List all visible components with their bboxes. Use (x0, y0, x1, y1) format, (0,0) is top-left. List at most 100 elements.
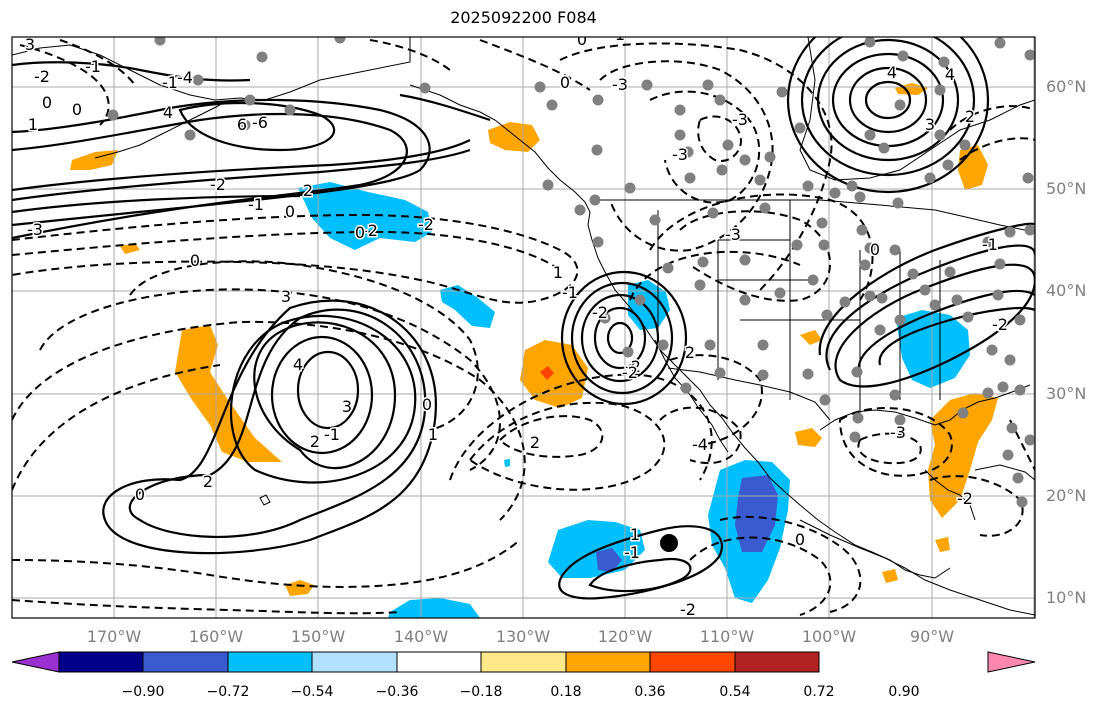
contour-line (679, 210, 831, 302)
contour-line (129, 260, 479, 431)
contour-line (659, 406, 742, 465)
station-dot (716, 164, 728, 176)
station-dot (1006, 422, 1018, 434)
contour-line (559, 42, 833, 291)
station-dot (714, 367, 726, 379)
station-dot (184, 129, 196, 141)
alaska-peninsula (94, 104, 221, 159)
contour-label: -1 (248, 195, 264, 214)
us-canada-border (595, 199, 1035, 233)
contour-label: 0 (560, 73, 570, 92)
station-dot (1024, 434, 1035, 446)
station-dot (924, 172, 936, 184)
contour-line (818, 222, 1035, 356)
station-dot (864, 37, 876, 48)
station-dot (591, 144, 603, 156)
contour-label: 4 (945, 65, 955, 84)
station-dot (802, 180, 814, 192)
contour-label: 1 (428, 425, 438, 444)
lon-label: 90°W (909, 627, 955, 646)
colorbar-swatch (58, 651, 144, 673)
contour-label: -3 (732, 110, 748, 129)
contour-line (959, 137, 1035, 161)
colorbar-swatch (227, 651, 313, 673)
colorbar (11, 651, 1036, 673)
station-dot (776, 86, 788, 98)
contour-line (102, 299, 437, 555)
station-dot (154, 37, 166, 46)
station-dot (919, 284, 931, 296)
contour-line (449, 373, 713, 481)
contour-line (253, 321, 397, 470)
station-dot (897, 50, 909, 62)
cyan-anomaly (388, 598, 480, 618)
contour-line (12, 98, 431, 227)
colorbar-tick-label: 0.72 (803, 684, 835, 700)
contour-label: -2 (622, 363, 638, 382)
station-dot (757, 369, 769, 381)
station-dot (1016, 496, 1028, 508)
contour-line (580, 293, 660, 383)
colorbar-swatch (396, 651, 482, 673)
station-dot (934, 84, 946, 96)
station-dot (791, 239, 803, 251)
colorbar-tick-label: −0.72 (206, 684, 250, 700)
contour-label: -2 (362, 221, 378, 240)
contour-label: -1 (162, 73, 178, 92)
contour-line (12, 230, 561, 271)
station-dot (754, 174, 766, 186)
contour-label: 2 (530, 433, 540, 452)
orange-anomaly (935, 537, 950, 552)
colorbar-tick-label: −0.18 (459, 684, 503, 700)
contour-line (689, 536, 832, 616)
contour-label: 0 (42, 93, 52, 112)
station-dot (894, 99, 906, 111)
cyan-anomaly (440, 285, 495, 328)
contour-line (128, 308, 427, 538)
anomaly-shading (70, 83, 998, 618)
station-dot (674, 129, 686, 141)
orange-anomaly (285, 580, 314, 596)
station-dot (739, 294, 751, 306)
station-dot (574, 204, 586, 216)
station-dot (680, 382, 692, 394)
contour-label: -2 (625, 357, 641, 376)
contour-label: 3 (925, 115, 935, 134)
contour-line (296, 350, 360, 430)
contour-label: 0 (795, 530, 805, 549)
contour-line (12, 213, 579, 304)
colorbar-tick-label: 0.54 (719, 684, 751, 700)
contour-line (270, 335, 374, 455)
station-dot (992, 289, 1004, 301)
station-dot (864, 242, 876, 254)
contour-label: 2 (965, 107, 975, 126)
contour-label: -1 (562, 283, 578, 302)
station-dot (794, 122, 806, 134)
contour-line (878, 306, 1035, 366)
station-dot (938, 56, 950, 68)
station-dot (542, 179, 554, 191)
station-dot (641, 79, 653, 91)
station-dot (819, 394, 831, 406)
contour-labels: 3-2-101-10-44-66-3-2-1 0-330-22-22002-4-3… (23, 35, 1009, 618)
contour-label: 4 (163, 103, 173, 122)
colorbar-tick-label: −0.36 (375, 684, 419, 700)
contour-line (468, 401, 666, 491)
contour-label: 4 (887, 63, 897, 82)
colorbar-swatch-min (11, 651, 60, 673)
contour-label: -2 (210, 175, 226, 194)
station-dot (889, 244, 901, 256)
station-dot (1012, 472, 1024, 484)
colorbar-tick-label: −0.54 (290, 684, 334, 700)
station-dot (894, 314, 906, 326)
station-dot (818, 239, 830, 251)
hudson-bay-coast (799, 37, 1035, 181)
station-dot (944, 266, 956, 278)
contour-label: 3 (25, 35, 35, 54)
contour-label: -2 (957, 489, 973, 508)
station-dot (929, 299, 941, 311)
station-dot (994, 258, 1006, 270)
station-dot (854, 191, 866, 203)
station-dot (239, 119, 251, 131)
lon-label: 150°W (290, 627, 346, 646)
